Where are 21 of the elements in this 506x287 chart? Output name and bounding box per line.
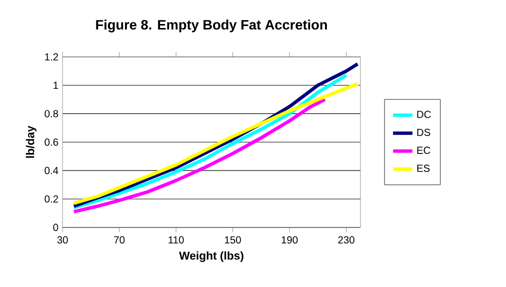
y-tick-label: 0.8 — [44, 110, 58, 118]
y-tick-label: 0.4 — [44, 167, 58, 174]
x-tick-label: 230 — [338, 236, 354, 244]
x-tick-label: 70 — [114, 236, 125, 244]
chart-title: Figure 8. Empty Body Fat Accretion — [96, 20, 327, 33]
legend-label: ES — [417, 164, 430, 172]
x-axis-title: Weight (lbs) — [179, 252, 244, 262]
y-tick-label: 0 — [53, 224, 58, 232]
x-tick-label: 30 — [57, 236, 68, 244]
y-tick-label: 0.2 — [44, 196, 58, 203]
legend-label: DC — [417, 111, 431, 118]
y-tick-label: 1.2 — [45, 54, 58, 61]
legend-label: EC — [417, 146, 430, 154]
x-tick-label: 110 — [168, 236, 184, 244]
y-axis-title: lb/day — [26, 126, 36, 158]
legend-label: DS — [417, 128, 430, 136]
x-tick-label: 150 — [225, 236, 241, 244]
y-tick-label: 0.6 — [44, 138, 58, 146]
x-tick-label: 190 — [282, 236, 298, 244]
y-tick-label: 1 — [54, 82, 58, 90]
line-series — [72, 98, 327, 214]
